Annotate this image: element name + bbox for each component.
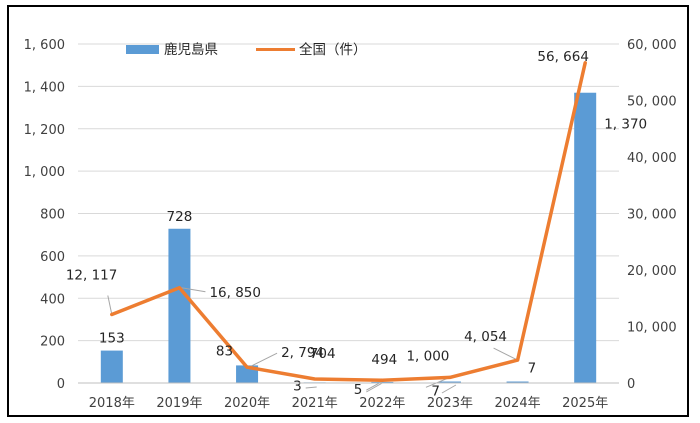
y-left-tick-label: 200: [40, 335, 65, 350]
y-left-tick-label: 1, 600: [24, 38, 65, 53]
leader-line: [366, 382, 383, 393]
x-tick-label: 2024年: [495, 396, 541, 411]
bar-data-label: 7: [528, 361, 537, 377]
gridlines: [78, 43, 619, 342]
chart-frame: 153 728 83 3 5 7 7 1, 370 12, 117 16, 850 2, 794 70…: [7, 5, 689, 417]
data-labels: 153 728 83 3 5 7 7 1, 370 12, 117 16, 850 2, 79470…: [66, 49, 647, 400]
y-right-tick-label: 40, 000: [627, 151, 677, 166]
line-point: [516, 358, 520, 362]
x-tick-label: 2020年: [224, 396, 270, 411]
x-tick-label: 2019年: [156, 396, 202, 411]
y-right-tick-label: 30, 000: [627, 208, 677, 223]
chart: 153 728 83 3 5 7 7 1, 370 12, 117 16, 850 2, 79470…: [24, 38, 677, 411]
legend: 鹿児島県 全国（件）: [126, 41, 367, 58]
y-right-tick-label: 20, 000: [627, 264, 677, 279]
y-left-tick-label: 800: [40, 208, 65, 223]
line-data-label: 494: [371, 352, 397, 368]
x-tick-label: 2021年: [292, 396, 338, 411]
y-left-tick-label: 1, 200: [24, 123, 65, 138]
line-path: [110, 61, 587, 382]
line-point: [448, 375, 452, 379]
legend-label-bar: 鹿児島県: [164, 41, 218, 58]
bar: [506, 381, 529, 383]
bar-data-label: 153: [99, 331, 125, 347]
line-point: [245, 365, 249, 369]
x-tick-label: 2018年: [89, 396, 135, 411]
bar: [100, 350, 123, 383]
line-data-label: 12, 117: [66, 268, 118, 284]
line-series: [110, 61, 587, 382]
x-tick-label: 2025年: [562, 396, 608, 411]
bar-series: [100, 92, 597, 384]
leader-line: [181, 287, 206, 293]
bar: [438, 381, 461, 383]
line-data-label: 4, 054: [464, 329, 507, 345]
bar: [574, 92, 597, 383]
y-right-tick-label: 0: [627, 377, 635, 392]
line-point: [380, 378, 384, 382]
leader-line: [493, 347, 518, 361]
x-tick-label: 2022年: [359, 396, 405, 411]
bar-data-label: 83: [216, 343, 233, 359]
bar-data-label: 5: [354, 382, 363, 398]
line-data-label: 56, 664: [537, 49, 589, 65]
y-right-tick-label: 10, 000: [627, 321, 677, 336]
bar-data-label: 3: [293, 378, 302, 394]
line-point: [110, 313, 114, 317]
leader-line: [248, 352, 278, 368]
x-tick-label: 2023年: [427, 396, 473, 411]
leader-line: [107, 295, 113, 315]
line-data-label: 2, 794: [281, 345, 324, 361]
y-left-tick-label: 1, 400: [24, 80, 65, 95]
y-left-tick-label: 0: [57, 377, 65, 392]
leader-line: [305, 386, 317, 389]
bar-data-label: 1, 370: [604, 117, 647, 133]
line-data-label: 16, 850: [209, 285, 261, 301]
line-point: [177, 286, 181, 290]
y-left-tick-label: 400: [40, 292, 65, 307]
y-left-tick-label: 600: [40, 250, 65, 265]
bar-data-label: 728: [167, 209, 193, 225]
bar: [168, 228, 191, 383]
axes: 0 200 400 600 800 1, 000 1, 200 1, 400 1, 600 0 10…: [24, 38, 677, 411]
y-right-tick-label: 60, 000: [627, 38, 677, 53]
legend-swatch-bar: [126, 45, 159, 54]
line-point: [583, 61, 587, 65]
line-data-label: 704: [310, 346, 336, 362]
line-point: [313, 377, 317, 381]
bar: [371, 381, 394, 383]
y-left-tick-label: 1, 000: [24, 165, 65, 180]
line-data-label: 1, 000: [406, 348, 449, 364]
y-right-tick-label: 50, 000: [627, 95, 677, 110]
bar-data-label: 7: [431, 384, 440, 400]
legend-label-line: 全国（件）: [299, 41, 367, 58]
leader-line: [441, 384, 457, 394]
